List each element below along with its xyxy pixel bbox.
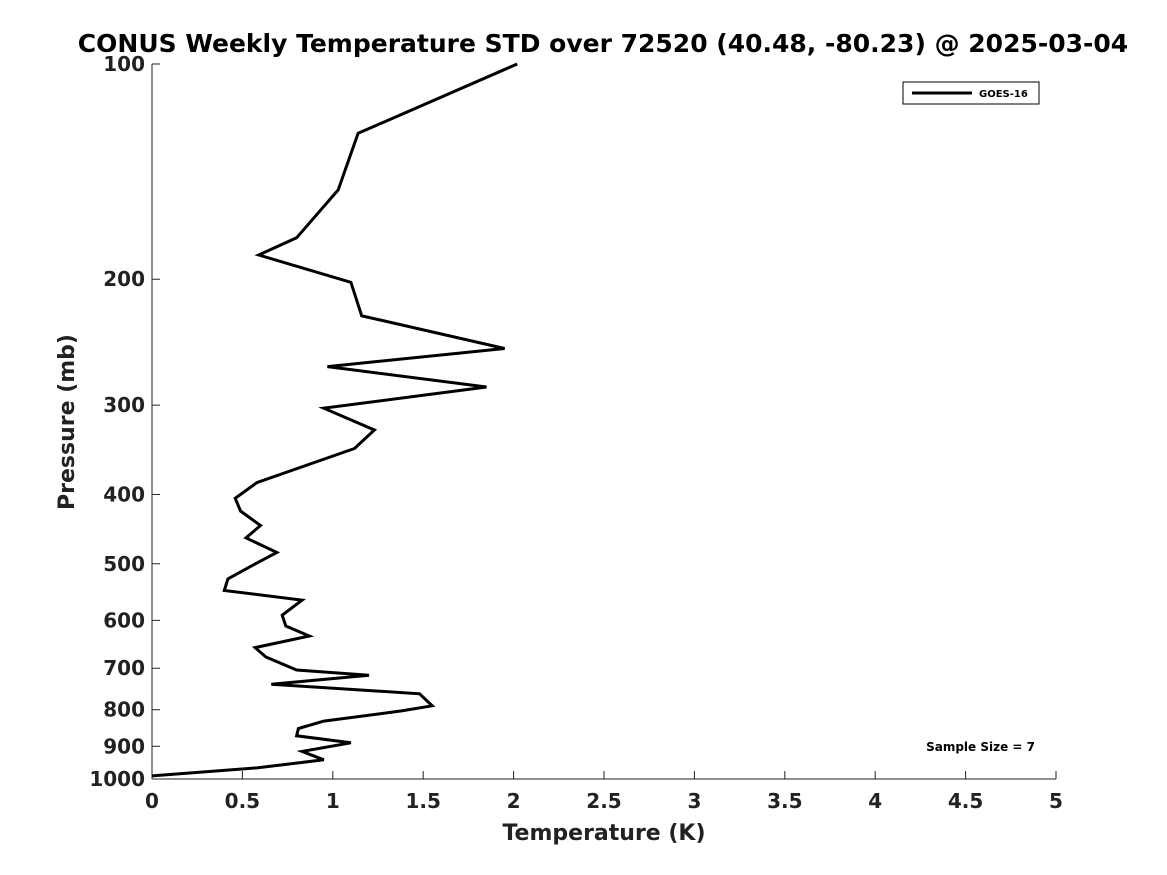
y-tick-label: 700 (103, 656, 145, 680)
sample-size-annotation: Sample Size = 7 (926, 740, 1035, 754)
y-tick-label: 400 (103, 482, 145, 506)
x-axis-ticks: 0 0.5 1 1.5 2 2.5 3 3.5 4 4.5 5 (145, 771, 1063, 813)
y-axis-ticks: 100 200 300 400 500 600 700 800 900 1000 (89, 52, 160, 791)
x-tick-label: 5 (1049, 789, 1063, 813)
y-tick-label: 200 (103, 267, 145, 291)
x-tick-label: 4 (868, 789, 882, 813)
y-tick-label: 100 (103, 52, 145, 76)
y-tick-label: 800 (103, 698, 145, 722)
x-tick-label: 1.5 (405, 789, 440, 813)
x-tick-label: 3.5 (767, 789, 802, 813)
x-tick-label: 0 (145, 789, 159, 813)
legend-label-goes-16: GOES-16 (979, 89, 1028, 100)
y-tick-label: 600 (103, 608, 145, 632)
x-tick-label: 4.5 (948, 789, 983, 813)
y-tick-label: 1000 (89, 767, 145, 791)
x-tick-label: 2.5 (586, 789, 621, 813)
series-layer (151, 62, 518, 778)
x-tick-label: 0.5 (225, 789, 260, 813)
legend: GOES-16 (902, 81, 1040, 105)
plot-area (151, 64, 1056, 780)
series-line-goes-16 (151, 62, 518, 778)
y-tick-label: 500 (103, 552, 145, 576)
x-axis-label: Temperature (K) (502, 821, 705, 846)
x-tick-label: 1 (326, 789, 340, 813)
y-tick-label: 900 (103, 734, 145, 758)
x-tick-label: 2 (507, 789, 521, 813)
y-axis-label: Pressure (mb) (55, 334, 80, 510)
chart-title: CONUS Weekly Temperature STD over 72520 … (78, 29, 1128, 58)
x-tick-label: 3 (687, 789, 701, 813)
y-tick-label: 300 (103, 393, 145, 417)
